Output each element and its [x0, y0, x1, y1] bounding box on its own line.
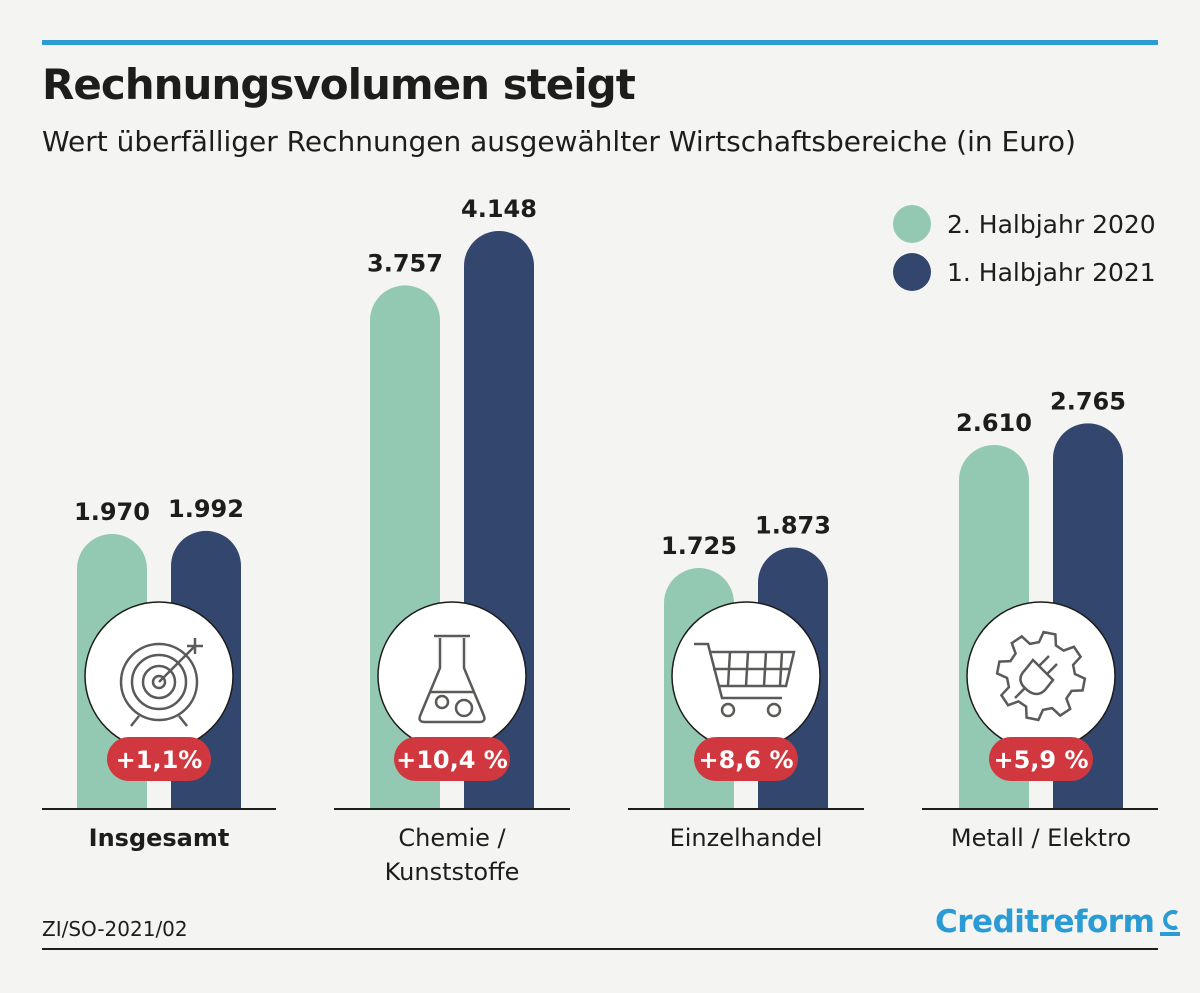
category-label-2: Einzelhandel [670, 824, 823, 852]
legend-swatch-2020 [893, 205, 931, 243]
plug-body [1019, 658, 1055, 696]
value-label-2-0: 1.725 [661, 532, 737, 560]
icon-circle-1 [377, 601, 527, 751]
target-arrow-shaft [158, 645, 196, 683]
category-group-1: 3.757 4.148 +10,4 % Chemie / Kunststoffe [367, 195, 537, 886]
target-arrow-fletching [187, 638, 203, 654]
flask-bubble [454, 698, 474, 718]
shopping-cart-icon [694, 642, 796, 718]
logo-text: Creditreform [935, 904, 1155, 940]
category-label-3: Metall / Elektro [951, 824, 1131, 852]
flask-bubble [434, 694, 450, 710]
change-badge-0 [107, 737, 211, 781]
target-ring [141, 664, 177, 700]
change-badge-1 [394, 737, 510, 781]
plug-prong [1038, 655, 1050, 667]
target-leg-left [130, 715, 140, 727]
category-group-2: 1.725 1.873 +8,6 % Einzelhandel [661, 511, 831, 852]
plug-cable [1014, 687, 1026, 699]
change-label-2: +8,6 % [698, 746, 793, 774]
value-label-1-0: 3.757 [367, 249, 443, 277]
target-leg-right [178, 715, 188, 727]
creditreform-logo: Creditreform [935, 904, 1181, 940]
source-code: ZI/SO-2021/02 [42, 917, 188, 941]
value-label-3-1: 2.765 [1050, 387, 1126, 415]
change-badge-2 [694, 737, 798, 781]
logo-mark-icon [1160, 910, 1181, 936]
value-label-2-1: 1.873 [755, 511, 831, 539]
cart-wheel [720, 702, 736, 718]
flask-body [418, 638, 486, 724]
target-ring [119, 642, 199, 722]
legend-label-2021: 1. Halbjahr 2021 [947, 257, 1156, 287]
change-label-1: +10,4 % [396, 746, 508, 774]
legend-item-2021: 1. Halbjahr 2021 [893, 248, 1156, 296]
chart-subtitle: Wert überfälliger Rechnungen ausgewählte… [42, 125, 1076, 158]
cart-frame [694, 642, 782, 700]
gear-plug-icon [995, 630, 1087, 722]
top-accent-rule [42, 40, 1158, 45]
chart-title: Rechnungsvolumen steigt [42, 60, 636, 109]
legend: 2. Halbjahr 2020 1. Halbjahr 2021 [893, 200, 1156, 296]
category-group-0: 1.970 1.992 +1,1% Insgesamt [74, 495, 244, 852]
flask-icon [418, 634, 486, 724]
bottom-rule [42, 948, 1158, 950]
value-label-1-1: 4.148 [461, 195, 537, 223]
change-badge-3 [989, 737, 1093, 781]
gear-outline [995, 630, 1087, 722]
target-icon [119, 638, 203, 727]
category-group-3: 2.610 2.765 +5,9 % Metall / Elektro [951, 387, 1131, 852]
target-ring [151, 674, 167, 690]
category-label-1: Kunststoffe [385, 858, 520, 886]
target-ring [130, 653, 188, 711]
category-label-0: Insgesamt [89, 824, 230, 852]
change-label-0: +1,1% [116, 746, 203, 774]
value-label-0-1: 1.992 [168, 495, 244, 523]
cart-wheel [766, 702, 782, 718]
value-label-3-0: 2.610 [956, 409, 1032, 437]
legend-swatch-2021 [893, 253, 931, 291]
category-label-1: Chemie / [398, 824, 506, 852]
plug-prong [1046, 663, 1058, 675]
icon-circle-3 [966, 601, 1116, 751]
value-label-0-0: 1.970 [74, 498, 150, 526]
change-label-3: +5,9 % [993, 746, 1088, 774]
legend-item-2020: 2. Halbjahr 2020 [893, 200, 1156, 248]
legend-label-2020: 2. Halbjahr 2020 [947, 209, 1156, 239]
